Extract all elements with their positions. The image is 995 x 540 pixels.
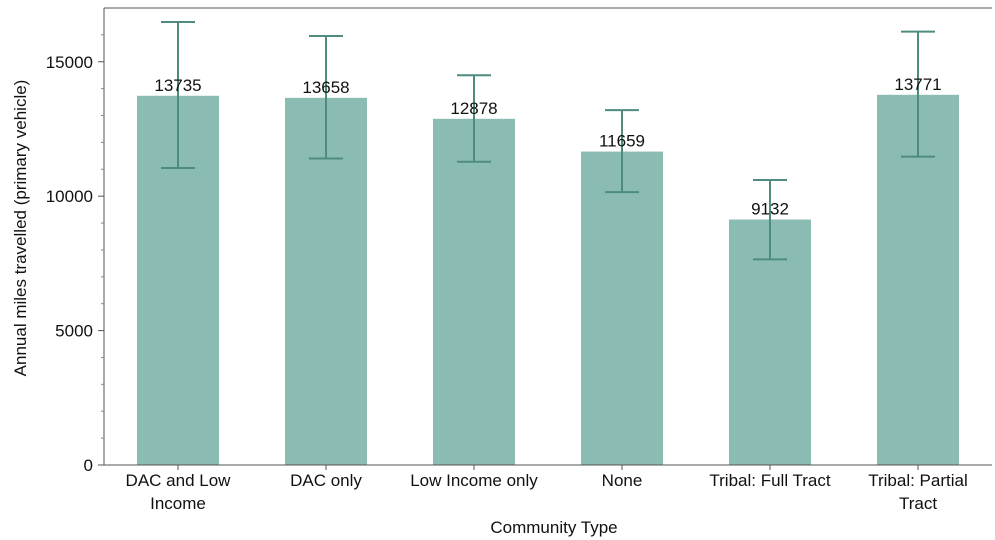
bar-value-label: 13658 <box>302 78 349 97</box>
y-tick-label: 5000 <box>55 322 93 341</box>
y-tick-label: 0 <box>84 456 93 475</box>
bar-value-label: 13735 <box>154 76 201 95</box>
x-tick-label: DAC only <box>290 471 362 490</box>
x-axis-title: Community Type <box>490 518 617 537</box>
bar-value-label: 11659 <box>599 132 645 151</box>
y-axis-title: Annual miles travelled (primary vehicle) <box>11 80 30 377</box>
x-tick-label: None <box>602 471 643 490</box>
bar-value-label: 12878 <box>450 99 497 118</box>
bar <box>433 118 515 466</box>
y-tick-label: 15000 <box>46 53 93 72</box>
axes-group <box>103 7 992 466</box>
x-tick-label: Tribal: Full Tract <box>709 471 831 490</box>
bar <box>581 151 663 465</box>
x-ticks-group: DAC and Low Income DAC only Low Income only… <box>126 465 968 513</box>
value-labels-group: 13735 13658 12878 11659 9132 13771 <box>154 75 941 219</box>
bar-value-label: 9132 <box>751 200 789 219</box>
bar-value-label: 13771 <box>894 75 941 94</box>
x-tick-label: Tribal: Partial Tract <box>868 471 968 513</box>
x-tick-label: DAC and Low Income <box>126 471 232 513</box>
bar <box>729 219 811 465</box>
y-ticks-group: 0 5000 10000 15000 <box>46 34 104 475</box>
x-tick-label: Low Income only <box>410 471 538 490</box>
bars-group <box>137 94 959 466</box>
y-tick-label: 10000 <box>46 187 93 206</box>
error-bars-group <box>161 20 935 261</box>
